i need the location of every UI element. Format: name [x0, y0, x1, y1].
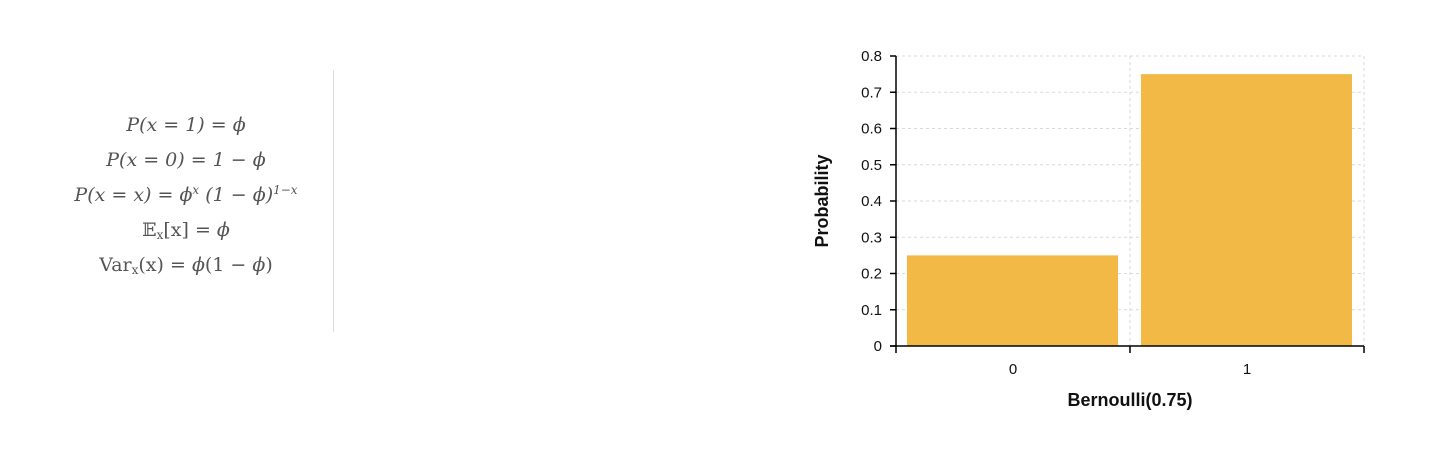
formula-text: ϕ: [179, 184, 193, 206]
divider: [333, 70, 334, 332]
formula-text: P(x = x) =: [74, 184, 180, 206]
y-tick-label: 0.1: [861, 302, 882, 319]
formula-text: ϕ: [252, 184, 266, 206]
bernoulli-bar-chart: 00.10.20.30.40.50.60.70.80 1 Probability …: [812, 48, 1365, 410]
formula-subscript: x: [156, 228, 164, 242]
formula-text: ): [265, 184, 274, 206]
y-tick-label: 0.8: [861, 48, 882, 65]
formula-text: ϕ: [252, 254, 266, 276]
y-tick-label: 0.6: [861, 121, 882, 138]
axes: 0 0.1 0.2 0.3 0.4 0.5 0.6 0.7 0.8 0 1: [861, 48, 1365, 378]
formula-text: P(x = 0) = 1 −: [106, 149, 253, 171]
x-tick-label: 1: [1243, 361, 1251, 378]
formula-panel: P(x = 1) = ϕ P(x = 0) = 1 − ϕ P(x = x) =…: [60, 108, 312, 283]
formula-text: 𝔼: [142, 219, 157, 241]
x-axis-title: Bernoulli(0.75): [1067, 390, 1192, 410]
formula-p-x-equals-1: P(x = 1) = ϕ: [60, 108, 312, 143]
formula-text: ϕ: [232, 114, 246, 136]
formula-text: [x] =: [163, 219, 217, 241]
bar-0: [907, 255, 1118, 346]
formula-text: ϕ: [216, 219, 230, 241]
y-tick-label: 0: [874, 338, 882, 355]
formula-text: (1 −: [199, 184, 253, 206]
formula-text: ): [265, 254, 273, 276]
y-axis-title: Probability: [812, 154, 832, 247]
x-tick-label: 0: [1009, 361, 1017, 378]
formula-pmf: P(x = x) = ϕx (1 − ϕ)1−x: [60, 178, 312, 213]
formula-text: (x) =: [138, 254, 192, 276]
formula-text: Var: [99, 254, 132, 276]
formula-text: ϕ: [191, 254, 205, 276]
formula-exponent: 1−x: [273, 183, 298, 197]
formula-text: P(x = 1) =: [126, 114, 233, 136]
y-tick-label: 0.7: [861, 84, 882, 101]
formula-variance: Varx(x) = ϕ(1 − ϕ): [60, 248, 312, 283]
formula-text: ϕ: [252, 149, 266, 171]
formula-expectation: 𝔼x[x] = ϕ: [60, 213, 312, 248]
y-tick-label: 0.2: [861, 266, 882, 283]
y-tick-label: 0.3: [861, 229, 882, 246]
formula-text: (1 −: [204, 254, 253, 276]
bars: [907, 74, 1352, 346]
y-tick-label: 0.4: [861, 193, 882, 210]
y-tick-label: 0.5: [861, 157, 882, 174]
formula-subscript: x: [131, 263, 139, 277]
formula-exponent: x: [192, 183, 200, 197]
formula-p-x-equals-0: P(x = 0) = 1 − ϕ: [60, 143, 312, 178]
bar-1: [1141, 74, 1352, 346]
